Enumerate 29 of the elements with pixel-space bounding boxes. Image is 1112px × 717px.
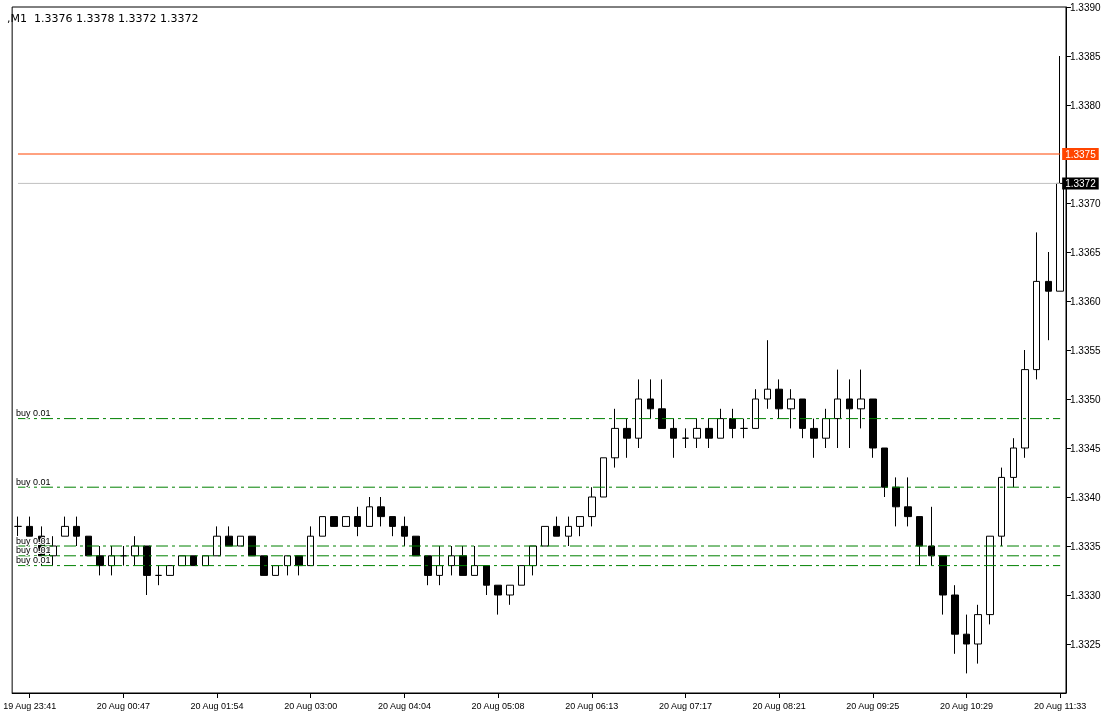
x-tick-label: 20 Aug 00:47 bbox=[96, 700, 150, 711]
ref-line-label: buy 0.01 bbox=[16, 476, 51, 487]
x-tick-label: 20 Aug 01:54 bbox=[190, 700, 244, 711]
x-tick-label: 20 Aug 07:17 bbox=[658, 700, 712, 711]
y-tick-label: 1.3390 bbox=[1070, 1, 1102, 13]
x-tick-label: 20 Aug 08:21 bbox=[752, 700, 806, 711]
x-tick-label: 20 Aug 10:29 bbox=[939, 700, 993, 711]
x-tick-label: 20 Aug 06:13 bbox=[565, 700, 619, 711]
x-tick-label: 19 Aug 23:41 bbox=[3, 700, 57, 711]
x-tick-label: 20 Aug 04:04 bbox=[377, 700, 431, 711]
x-tick-label: 20 Aug 05:08 bbox=[471, 700, 525, 711]
y-tick-label: 1.3345 bbox=[1070, 442, 1102, 454]
y-tick-label: 1.3365 bbox=[1070, 246, 1102, 258]
y-tick-label: 1.3350 bbox=[1070, 393, 1102, 405]
y-tick-label: 1.3340 bbox=[1070, 491, 1102, 503]
ref-line-label: 1.3372 bbox=[1065, 177, 1097, 189]
y-tick-label: 1.3370 bbox=[1070, 197, 1102, 209]
x-tick-label: 20 Aug 03:00 bbox=[284, 700, 338, 711]
y-tick-label: 1.3335 bbox=[1070, 540, 1102, 552]
y-tick-label: 1.3360 bbox=[1070, 295, 1102, 307]
x-tick-label: 20 Aug 09:25 bbox=[846, 700, 900, 711]
y-tick-label: 1.3330 bbox=[1070, 589, 1102, 601]
x-tick-label: 20 Aug 11:33 bbox=[1033, 700, 1087, 711]
ref-line-label: 1.3375 bbox=[1065, 148, 1097, 160]
ref-line-label: buy 0.01 bbox=[16, 408, 51, 419]
y-tick-label: 1.3380 bbox=[1070, 99, 1102, 111]
y-tick-label: 1.3325 bbox=[1070, 638, 1102, 650]
y-tick-label: 1.3355 bbox=[1070, 344, 1102, 356]
y-tick-label: 1.3385 bbox=[1070, 50, 1102, 62]
